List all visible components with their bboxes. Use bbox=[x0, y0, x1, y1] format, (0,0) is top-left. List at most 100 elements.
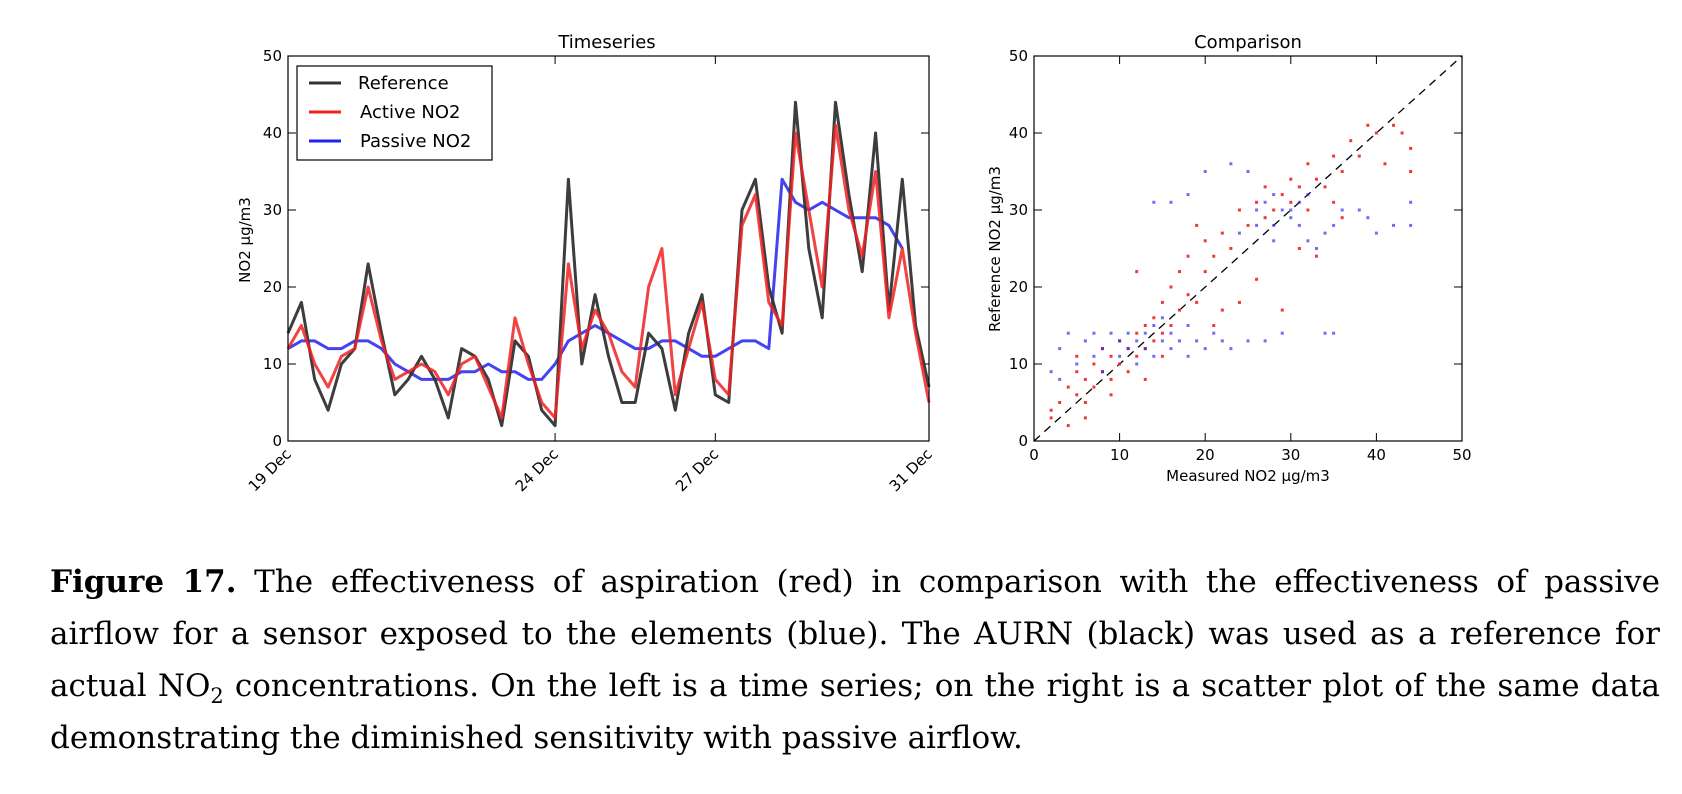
comparison-point-passive bbox=[1178, 339, 1182, 343]
comparison-point-passive bbox=[1058, 347, 1062, 351]
legend-label-reference: Reference bbox=[358, 73, 449, 94]
comparison-point-passive bbox=[1255, 208, 1259, 212]
timeseries-xtick-label: 31 Dec bbox=[886, 445, 936, 495]
legend-label-active: Active NO2 bbox=[360, 102, 461, 123]
comparison-point-active bbox=[1280, 193, 1284, 197]
comparison-point-active bbox=[1220, 308, 1224, 312]
comparison-title: Comparison bbox=[1194, 32, 1302, 53]
comparison-point-active bbox=[1409, 146, 1413, 150]
comparison-point-active bbox=[1126, 370, 1130, 374]
comparison-point-active bbox=[1049, 416, 1053, 420]
comparison-point-active bbox=[1075, 370, 1079, 374]
comparison-ytick-label: 30 bbox=[1009, 201, 1028, 219]
timeseries-ytick-label: 0 bbox=[272, 432, 282, 450]
comparison-point-active bbox=[1109, 354, 1113, 358]
caption-label: Figure 17. bbox=[50, 564, 237, 600]
comparison-point-passive bbox=[1332, 331, 1336, 335]
comparison-point-passive bbox=[1186, 193, 1190, 197]
comparison-point-active bbox=[1340, 216, 1344, 220]
comparison-point-passive bbox=[1237, 231, 1241, 235]
comparison-point-active bbox=[1255, 277, 1259, 281]
comparison-point-active bbox=[1323, 185, 1327, 189]
comparison-point-passive bbox=[1272, 239, 1276, 243]
comparison-point-passive bbox=[1409, 223, 1413, 227]
comparison-ytick-label: 40 bbox=[1009, 124, 1028, 142]
comparison-point-active bbox=[1160, 300, 1164, 304]
comparison-ytick-label: 20 bbox=[1009, 278, 1028, 296]
comparison-ytick-label: 10 bbox=[1009, 355, 1028, 373]
caption-text-1: The effectiveness of aspiration (red) in… bbox=[50, 564, 1660, 704]
timeseries-ytick-label: 40 bbox=[263, 124, 282, 142]
comparison-point-active bbox=[1297, 185, 1301, 189]
comparison-points bbox=[1049, 123, 1413, 428]
comparison-point-passive bbox=[1135, 362, 1139, 366]
comparison-point-passive bbox=[1092, 354, 1096, 358]
comparison-point-active bbox=[1357, 154, 1361, 158]
comparison-point-active bbox=[1332, 200, 1336, 204]
comparison-point-active bbox=[1066, 424, 1070, 428]
comparison-point-active bbox=[1332, 154, 1336, 158]
comparison-point-active bbox=[1135, 270, 1139, 274]
comparison-point-active bbox=[1066, 385, 1070, 389]
caption-subscript: 2 bbox=[210, 684, 224, 709]
comparison-point-passive bbox=[1229, 347, 1233, 351]
comparison-point-active bbox=[1195, 223, 1199, 227]
timeseries-ylabel: NO2 µg/m3 bbox=[236, 197, 254, 283]
comparison-point-passive bbox=[1246, 339, 1250, 343]
comparison-point-passive bbox=[1263, 339, 1267, 343]
comparison-point-active bbox=[1366, 123, 1370, 127]
comparison-point-passive bbox=[1323, 331, 1327, 335]
timeseries-ytick-label: 20 bbox=[263, 278, 282, 296]
comparison-point-active bbox=[1152, 316, 1156, 320]
comparison-point-active bbox=[1049, 408, 1053, 412]
comparison-point-passive bbox=[1229, 162, 1233, 166]
comparison-point-passive bbox=[1160, 316, 1164, 320]
comparison-point-passive bbox=[1075, 362, 1079, 366]
comparison-point-active bbox=[1109, 377, 1113, 381]
comparison-point-passive bbox=[1092, 331, 1096, 335]
comparison-point-passive bbox=[1314, 247, 1318, 250]
comparison-point-active bbox=[1075, 393, 1079, 397]
comparison-xtick-label: 10 bbox=[1110, 446, 1129, 464]
comparison-point-active bbox=[1220, 231, 1224, 235]
comparison-point-passive bbox=[1297, 200, 1301, 204]
comparison-point-passive bbox=[1135, 339, 1139, 343]
comparison-point-active bbox=[1092, 385, 1096, 389]
comparison-point-active bbox=[1263, 216, 1267, 220]
comparison-xtick-label: 40 bbox=[1367, 446, 1386, 464]
comparison-point-passive bbox=[1374, 231, 1378, 235]
comparison-point-passive bbox=[1297, 223, 1301, 227]
comparison-xtick-label: 50 bbox=[1452, 446, 1471, 464]
comparison-point-passive bbox=[1306, 239, 1310, 243]
comparison-point-passive bbox=[1058, 377, 1062, 381]
comparison-point-passive bbox=[1100, 370, 1104, 374]
identity-line bbox=[1033, 55, 1463, 442]
timeseries-frame bbox=[287, 55, 930, 442]
timeseries-series bbox=[286, 100, 931, 428]
comparison-point-active bbox=[1083, 401, 1087, 404]
comparison-point-passive bbox=[1289, 216, 1293, 220]
comparison-point-passive bbox=[1126, 331, 1130, 335]
comparison-point-active bbox=[1280, 308, 1284, 312]
timeseries-xtick-label: 27 Dec bbox=[672, 445, 722, 495]
comparison-point-active bbox=[1186, 254, 1190, 258]
comparison-point-passive bbox=[1280, 208, 1284, 212]
comparison-point-active bbox=[1203, 239, 1207, 243]
comparison-point-passive bbox=[1280, 331, 1284, 335]
comparison-xtick-label: 30 bbox=[1281, 446, 1300, 464]
caption-text-2: concentrations. On the left is a time se… bbox=[50, 668, 1660, 756]
comparison-point-passive bbox=[1169, 200, 1173, 204]
comparison-point-passive bbox=[1143, 331, 1147, 335]
comparison-point-passive bbox=[1255, 223, 1259, 227]
comparison-point-passive bbox=[1169, 331, 1173, 335]
comparison-point-passive bbox=[1392, 223, 1396, 227]
comparison-point-passive bbox=[1366, 216, 1370, 220]
comparison-ytick-label: 50 bbox=[1009, 47, 1028, 65]
comparison-point-active bbox=[1383, 162, 1387, 166]
comparison-point-active bbox=[1178, 308, 1182, 312]
comparison-point-active bbox=[1400, 131, 1404, 135]
comparison-point-active bbox=[1272, 208, 1276, 212]
comparison-point-passive bbox=[1212, 331, 1216, 335]
comparison-point-passive bbox=[1118, 354, 1122, 358]
timeseries-xtick-label: 19 Dec bbox=[245, 445, 295, 495]
